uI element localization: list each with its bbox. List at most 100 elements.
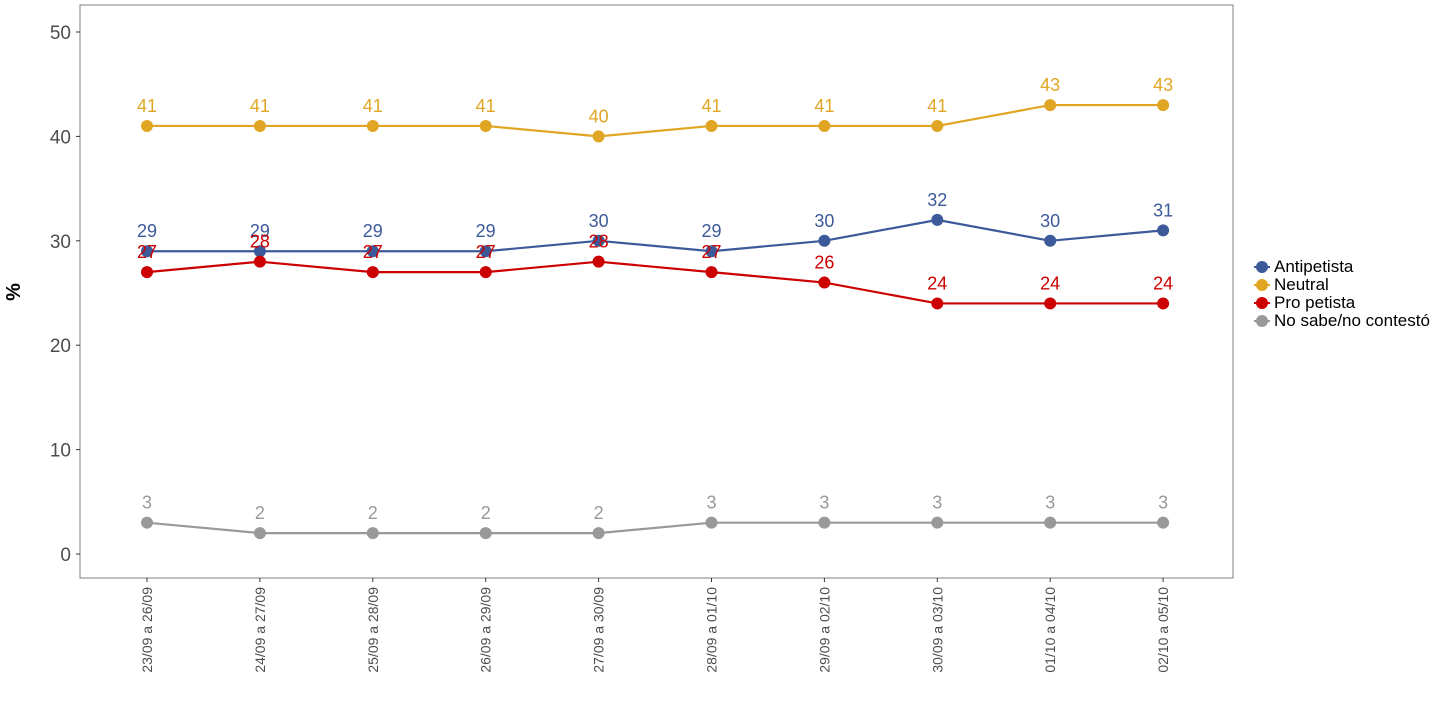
x-tick-label: 23/09 a 26/09 [139,587,155,673]
x-tick-label: 25/09 a 28/09 [365,587,381,673]
data-label: 41 [250,96,270,116]
legend-item: No sabe/no contestó [1254,311,1430,330]
data-point [818,276,831,289]
x-tick-label: 02/10 a 05/10 [1155,587,1171,673]
data-point [592,527,605,540]
data-point [253,255,266,268]
legend-item: Neutral [1254,275,1430,294]
data-label: 41 [701,96,721,116]
data-point [479,119,492,132]
data-label: 40 [589,106,609,126]
legend-item: Pro petista [1254,293,1430,312]
data-point [592,234,605,247]
data-label: 30 [589,211,609,231]
data-point [705,245,718,258]
y-tick-label: 30 [50,232,71,253]
data-label: 3 [819,493,829,513]
data-label: 2 [255,503,265,523]
data-label: 29 [701,221,721,241]
data-label: 24 [1040,273,1060,293]
legend-key [1254,313,1270,329]
legend: Antipetista Neutral Pro petista No sabe/no … [1254,257,1430,330]
data-point [366,245,379,258]
y-tick-label: 0 [60,545,71,566]
series-line [147,218,1164,253]
data-point [253,245,266,258]
data-label: 27 [476,242,496,262]
data-point [1157,99,1170,112]
data-point [141,119,153,132]
data-point [479,245,492,258]
data-point [931,516,944,529]
x-tick-label: 01/10 a 04/10 [1042,587,1058,673]
series-line [146,260,1164,305]
data-point [931,297,944,310]
data-label: 43 [1153,75,1173,95]
series-line [146,521,1164,535]
data-label: 43 [1040,75,1060,95]
data-point [705,119,718,132]
data-label: 3 [932,493,942,513]
data-point [1044,234,1057,247]
data-point [818,119,831,132]
data-point [592,130,605,143]
x-axis: 23/09 a 26/09 24/09 a 27/09 25/09 a 28/09 2… [139,578,1171,673]
data-point [1044,297,1057,310]
data-point [931,119,944,132]
data-label: 31 [1153,200,1173,220]
series-layer [141,99,1170,540]
series-line [147,103,1164,138]
plot-panel [79,4,1234,579]
data-point [141,245,153,258]
data-point [931,213,944,226]
y-axis: 0 10 20 30 40 50 [50,23,80,566]
data-label: 2 [368,503,378,523]
x-tick-label: 30/09 a 03/10 [929,587,945,673]
data-point [253,119,266,132]
y-tick-label: 10 [50,441,71,462]
legend-label: Pro petista [1274,293,1356,312]
data-label: 26 [814,253,834,273]
data-label: 30 [814,211,834,231]
data-label: 29 [137,221,157,241]
legend-key [1254,259,1270,275]
data-point [253,527,266,540]
data-label: 3 [1158,493,1168,513]
data-label: 2 [594,503,604,523]
data-label: 30 [1040,211,1060,231]
data-label: 3 [142,493,152,513]
data-label: 24 [1153,273,1173,293]
data-point [366,527,379,540]
data-point [1044,516,1057,529]
data-point [818,234,831,247]
data-label: 41 [363,96,383,116]
data-label: 41 [927,96,947,116]
legend-label: Neutral [1274,275,1329,294]
y-tick-label: 50 [50,23,71,44]
data-label: 2 [481,503,491,523]
data-label: 3 [1045,493,1055,513]
legend-key [1254,295,1270,311]
data-point [592,255,605,268]
x-tick-label: 29/09 a 02/10 [816,587,832,673]
x-tick-label: 26/09 a 29/09 [478,587,494,673]
data-label: 28 [589,232,609,252]
data-label: 28 [250,232,270,252]
data-point [818,516,831,529]
data-label: 41 [814,96,834,116]
data-point [1157,516,1170,529]
data-label: 24 [927,273,947,293]
data-point [141,266,153,279]
data-point [366,119,379,132]
data-point [141,516,153,529]
data-label: 41 [476,96,496,116]
data-label: 41 [137,96,157,116]
y-tick-label: 20 [50,336,71,357]
legend-item: Antipetista [1254,257,1430,276]
data-point [479,266,492,279]
y-axis-label: % [3,283,25,301]
data-label: 3 [706,493,716,513]
data-point [1157,224,1170,237]
